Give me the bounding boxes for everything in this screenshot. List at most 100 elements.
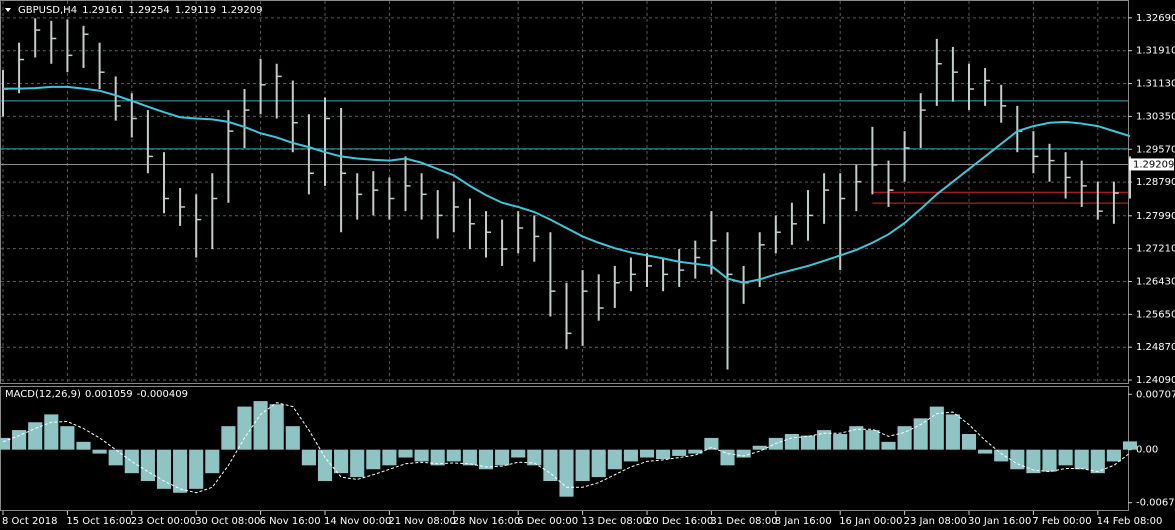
- macd-histogram-bar: [865, 430, 880, 450]
- header-ohlc: 1.29209: [221, 5, 262, 16]
- header-ohlc: 1.29119: [175, 5, 216, 16]
- chart-header: GBPUSD,H4 1.29161 1.29254 1.29119 1.29209: [18, 5, 263, 16]
- macd-histogram-bar: [1010, 449, 1025, 470]
- x-tick-label: 31 Dec 08:00: [710, 516, 777, 527]
- macd-histogram-bar: [76, 441, 91, 450]
- macd-histogram-bar: [752, 445, 767, 450]
- macd-histogram-bar: [543, 449, 558, 482]
- header-arrow: [5, 8, 11, 12]
- x-tick-label: 7 Feb 00:00: [1032, 516, 1091, 527]
- y-tick-label: 1.30350: [1136, 111, 1175, 122]
- macd-histogram-bar: [221, 426, 236, 450]
- macd-histogram-bar: [897, 426, 912, 450]
- macd-histogram-bar: [607, 449, 622, 470]
- macd-histogram-bar: [478, 449, 494, 470]
- macd-histogram-bar: [945, 414, 960, 450]
- main-frame: [0, 0, 1129, 384]
- macd-histogram-bar: [92, 449, 107, 454]
- macd-histogram-bar: [913, 418, 928, 450]
- macd-histogram-bar: [527, 449, 542, 466]
- macd-histogram-bar: [1090, 449, 1105, 474]
- y-tick-label: 1.31910: [1136, 46, 1175, 57]
- macd-histogram-bar: [720, 449, 735, 466]
- macd-histogram-bar: [688, 449, 703, 454]
- macd-value: 0.001059: [85, 389, 133, 400]
- y-tick-label: 1.31130: [1136, 79, 1175, 90]
- y-tick-label: 0.007071: [1136, 389, 1175, 400]
- macd-histogram-bar: [446, 449, 461, 462]
- macd-histogram-bar: [12, 430, 27, 450]
- current-price-box: [1129, 158, 1174, 171]
- macd-histogram-bar: [1042, 449, 1057, 472]
- macd-histogram-bar: [1122, 441, 1138, 450]
- macd-histogram-bar: [334, 449, 349, 474]
- x-tick-label: 30 Oct 08:00: [195, 516, 260, 527]
- x-tick-label: 6 Dec 00:00: [517, 516, 578, 527]
- y-tick-label: 1.26430: [1136, 276, 1175, 287]
- macd-histogram-bar: [366, 449, 381, 470]
- x-tick-label: 20 Dec 16:00: [646, 516, 713, 527]
- macd-histogram-bar: [978, 449, 993, 454]
- macd-histogram-bar: [672, 449, 687, 456]
- macd-histogram-bar: [205, 449, 220, 474]
- y-tick-label: 1.29570: [1136, 144, 1175, 155]
- x-tick-label: 6 Nov 16:00: [260, 516, 321, 527]
- x-tick-label: 15 Oct 16:00: [66, 516, 131, 527]
- macd-histogram-bar: [639, 449, 655, 458]
- y-tick-label: 1.24090: [1136, 375, 1175, 386]
- macd-histogram-bar: [623, 449, 638, 462]
- symbol: GBPUSD,H4: [18, 5, 77, 16]
- macd-histogram-bar: [656, 449, 671, 460]
- y-tick-label: 1.27210: [1136, 244, 1175, 255]
- macd-histogram-bar: [929, 406, 944, 450]
- x-tick-label: 14 Feb 08:00: [1097, 516, 1163, 527]
- current-price-label: 1.29209: [1133, 159, 1174, 170]
- macd-histogram-bar: [1074, 449, 1089, 470]
- macd-histogram-bar: [559, 449, 574, 497]
- x-tick-label: 28 Nov 16:00: [453, 516, 520, 527]
- macd-histogram-bar: [833, 434, 848, 450]
- x-tick-label: 8 Oct 2018: [2, 516, 57, 527]
- macd-histogram-bar: [285, 426, 300, 450]
- macd-histogram-bar: [189, 449, 204, 489]
- macd-histogram-bar: [495, 449, 510, 466]
- macd-histogram-bar: [28, 422, 43, 450]
- macd-histogram-bar: [398, 449, 413, 458]
- macd-header: MACD(12,26,9) 0.001059 -0.000409: [5, 389, 188, 400]
- signal-value: -0.000409: [137, 389, 188, 400]
- y-tick-label: 1.28790: [1136, 177, 1175, 188]
- macd-histogram-bar: [173, 449, 188, 493]
- macd-histogram-bar: [1026, 449, 1041, 474]
- macd-histogram-bar: [704, 437, 719, 450]
- moving-average: [3, 85, 1131, 284]
- macd-histogram-bar: [108, 449, 123, 466]
- y-tick-label: -0.006772: [1136, 498, 1175, 509]
- y-tick-label: 1.27990: [1136, 211, 1175, 222]
- x-tick-label: 14 Nov 00:00: [324, 516, 391, 527]
- macd-histogram-bar: [301, 449, 316, 466]
- macd-histogram-bar: [1106, 449, 1121, 462]
- macd-histogram-bar: [784, 434, 799, 450]
- macd-histogram-bar: [1058, 449, 1073, 466]
- macd-signal: [2, 402, 1131, 494]
- macd-histogram-bar: [237, 406, 252, 450]
- macd-histogram-bar: [462, 449, 477, 466]
- macd-histogram-bar: [994, 449, 1009, 462]
- x-tick-label: 16 Jan 00:00: [839, 516, 902, 527]
- macd-histogram-bar: [849, 426, 864, 450]
- y-tick-label: 1.24870: [1136, 342, 1175, 353]
- macd-histogram-bar: [414, 449, 429, 462]
- macd-histogram-bar: [817, 430, 832, 450]
- macd-histogram-bar: [736, 449, 751, 458]
- macd-histogram-bar: [124, 449, 139, 474]
- macd-histogram-bar: [44, 414, 59, 450]
- macd-histogram-bar: [430, 449, 445, 466]
- x-tick-label: 23 Jan 08:00: [904, 516, 967, 527]
- macd-histogram-bar: [60, 426, 75, 450]
- macd-histogram-bar: [591, 449, 606, 478]
- y-tick-label: 1.32690: [1136, 13, 1175, 24]
- macd-histogram-bar: [140, 449, 155, 482]
- x-tick-label: 13 Dec 08:00: [582, 516, 649, 527]
- macd-histogram-bar: [961, 434, 977, 450]
